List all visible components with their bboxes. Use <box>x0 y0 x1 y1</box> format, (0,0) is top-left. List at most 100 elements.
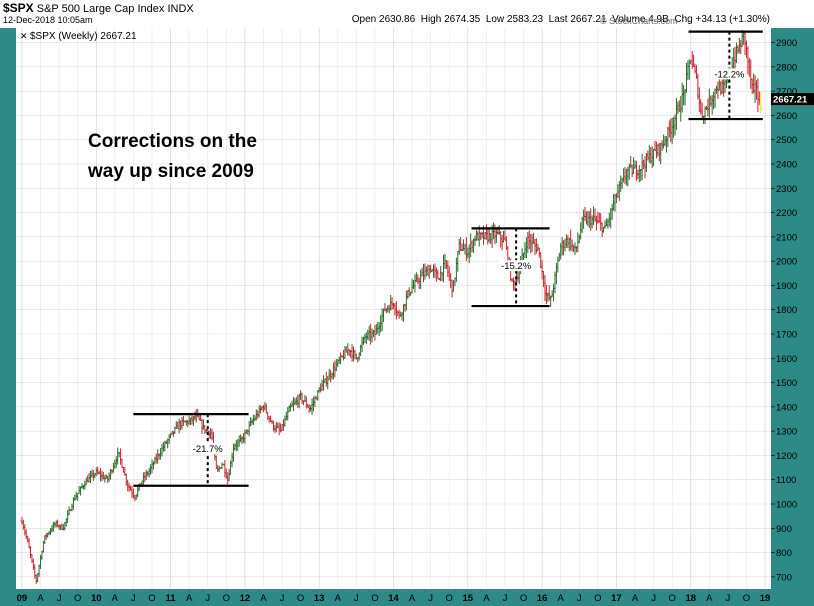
y-tick-label: 2300 <box>776 184 797 195</box>
correction-label-bg <box>712 68 747 80</box>
chart-header: $SPX S&P 500 Large Cap Index INDX 12-Dec… <box>0 0 814 29</box>
x-tick-label: A <box>260 593 267 604</box>
x-tick-label: 09 <box>17 593 28 604</box>
x-tick-label: A <box>409 593 416 604</box>
annotation-title: Corrections on the way up since 2009 <box>87 131 262 182</box>
y-tick-label: 700 <box>776 572 792 583</box>
x-tick-label: 11 <box>166 593 177 604</box>
x-tick-label: A <box>632 593 639 604</box>
y-tick-label: 2900 <box>776 38 797 49</box>
x-tick-label: O <box>148 593 155 604</box>
volume-label: Volume <box>612 14 646 25</box>
annotation-line-1: Corrections on the <box>88 131 257 152</box>
correction-percent-label: -15.2% <box>501 261 532 272</box>
correction-percent-label: -21.7% <box>193 444 224 455</box>
price-axis: 700 800 900 1000 1100 1200 1300 1400 1500 1600 170… <box>771 38 797 583</box>
x-tick-label: O <box>594 593 601 604</box>
series-legend: ✕ $SPX (Weekly) 2667.21 <box>20 31 137 42</box>
x-tick-label: J <box>577 593 582 604</box>
y-tick-label: 1300 <box>776 427 797 438</box>
x-tick-label: 15 <box>463 593 474 604</box>
x-tick-label: O <box>520 593 527 604</box>
y-tick-label: 1100 <box>776 475 796 486</box>
x-tick-label: 10 <box>91 593 102 604</box>
x-tick-label: J <box>428 593 433 604</box>
y-tick-label: 2500 <box>776 135 797 146</box>
x-tick-label: J <box>651 593 656 604</box>
last-value-box <box>771 93 814 106</box>
ohlc-bars <box>20 29 763 584</box>
x-tick-label: 16 <box>537 593 548 604</box>
x-tick-label: J <box>57 593 62 604</box>
y-tick-label: 2800 <box>776 62 797 73</box>
x-tick-label: O <box>668 593 675 604</box>
x-tick-label: J <box>354 593 359 604</box>
legend-label: $SPX (Weekly) 2667.21 <box>30 31 137 42</box>
correction-annotations: -21.7% -15.2% -12.2% <box>133 30 763 487</box>
y-tick-label: 1900 <box>776 281 797 292</box>
ticker-symbol: $SPX <box>3 1 34 15</box>
legend-marker: ✕ <box>20 31 28 41</box>
y-tick-label: 2700 <box>776 87 797 98</box>
y-tick-label: 2000 <box>776 257 797 268</box>
grid-lines <box>16 28 771 589</box>
x-tick-label: A <box>558 593 565 604</box>
x-tick-label: A <box>112 593 119 604</box>
x-tick-label: O <box>446 593 453 604</box>
x-tick-label: O <box>74 593 81 604</box>
x-tick-label: 17 <box>611 593 622 604</box>
x-tick-label: J <box>280 593 285 604</box>
x-tick-label: A <box>483 593 490 604</box>
y-tick-label: 2200 <box>776 208 797 219</box>
symbol-line: $SPX S&P 500 Large Cap Index INDX <box>3 1 194 15</box>
high-label: High <box>420 14 442 25</box>
last-value-label: 2667.21 <box>773 95 808 106</box>
watermark: © StockCharts.com <box>600 16 678 26</box>
y-tick-label: 1800 <box>776 305 797 316</box>
y-tick-label: 1000 <box>776 500 797 511</box>
x-tick-label: O <box>743 593 750 604</box>
index-name: S&P 500 Large Cap Index <box>36 3 165 15</box>
change-label: Chg <box>674 14 693 25</box>
quote-datetime: 12-Dec-2018 10:05am <box>3 15 93 25</box>
open-label: Open <box>351 14 377 25</box>
quote-summary: Open 2630.86 High 2674.35 Low 2583.23 La… <box>352 14 770 25</box>
y-tick-label: 900 <box>776 524 792 535</box>
correction-percent-label: -12.2% <box>714 69 745 80</box>
y-tick-label: 1500 <box>776 378 797 389</box>
x-tick-label: A <box>186 593 193 604</box>
correction-label-bg <box>499 260 534 272</box>
high-value: 2674.35 <box>444 14 481 25</box>
low-label: Low <box>485 14 505 25</box>
x-tick-label: 14 <box>388 593 399 604</box>
y-tick-label: 1700 <box>776 330 797 341</box>
x-tick-label: A <box>335 593 342 604</box>
x-tick-label: 12 <box>240 593 251 604</box>
exchange-code: INDX <box>167 3 194 15</box>
x-tick-label: O <box>297 593 304 604</box>
x-tick-label: J <box>503 593 508 604</box>
y-tick-label: 2400 <box>776 160 797 171</box>
date-axis: 09 A J O 10 A J O 11 A J O 12 A J O 13 A J O 14 A J O 15 A J O 16 A J O… <box>17 593 771 604</box>
last-value: 2667.21 <box>570 14 607 25</box>
x-tick-label: A <box>37 593 44 604</box>
volume-value: 4.9B <box>648 14 669 25</box>
change-value: +34.13 (+1.30%) <box>695 14 771 25</box>
x-tick-label: J <box>131 593 136 604</box>
x-tick-label: O <box>371 593 378 604</box>
x-tick-label: A <box>706 593 713 604</box>
y-tick-label: 2100 <box>776 232 797 243</box>
open-value: 2630.86 <box>379 14 416 25</box>
y-tick-label: 2600 <box>776 111 797 122</box>
low-value: 2583.23 <box>506 14 544 25</box>
x-tick-label: 18 <box>685 593 696 604</box>
x-tick-label: 13 <box>314 593 325 604</box>
last-label: Last <box>548 14 568 25</box>
y-tick-label: 1200 <box>776 451 797 462</box>
x-tick-label: J <box>205 593 210 604</box>
y-tick-label: 1600 <box>776 354 797 365</box>
x-tick-label: 19 <box>760 593 771 604</box>
y-tick-label: 800 <box>776 548 792 559</box>
